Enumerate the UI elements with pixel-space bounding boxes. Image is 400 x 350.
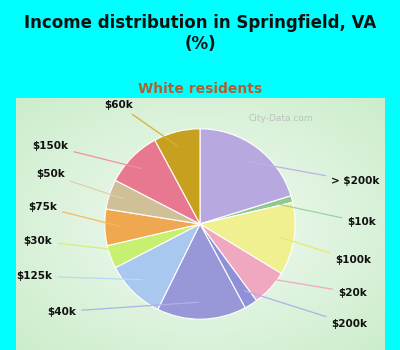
Text: $20k: $20k: [260, 277, 367, 297]
Wedge shape: [116, 140, 200, 224]
Wedge shape: [155, 129, 200, 224]
Text: White residents: White residents: [138, 82, 262, 96]
Wedge shape: [200, 202, 295, 274]
Text: $60k: $60k: [105, 100, 179, 147]
Text: $50k: $50k: [36, 169, 123, 199]
Wedge shape: [158, 224, 245, 319]
Wedge shape: [200, 196, 293, 224]
Text: $75k: $75k: [28, 202, 119, 226]
Text: $125k: $125k: [16, 271, 142, 281]
Wedge shape: [116, 224, 200, 309]
Text: $150k: $150k: [33, 141, 142, 169]
Text: $30k: $30k: [24, 236, 124, 251]
Text: > $200k: > $200k: [249, 162, 380, 186]
Wedge shape: [105, 209, 200, 246]
Text: $100k: $100k: [280, 237, 371, 265]
Wedge shape: [200, 224, 256, 308]
Wedge shape: [106, 180, 200, 224]
Text: $10k: $10k: [278, 204, 376, 227]
Wedge shape: [200, 129, 291, 224]
Text: City-Data.com: City-Data.com: [249, 114, 313, 122]
Wedge shape: [200, 224, 281, 301]
Text: Income distribution in Springfield, VA
(%): Income distribution in Springfield, VA (…: [24, 14, 376, 53]
Wedge shape: [107, 224, 200, 268]
Text: $200k: $200k: [244, 291, 367, 329]
Text: $40k: $40k: [47, 302, 199, 317]
